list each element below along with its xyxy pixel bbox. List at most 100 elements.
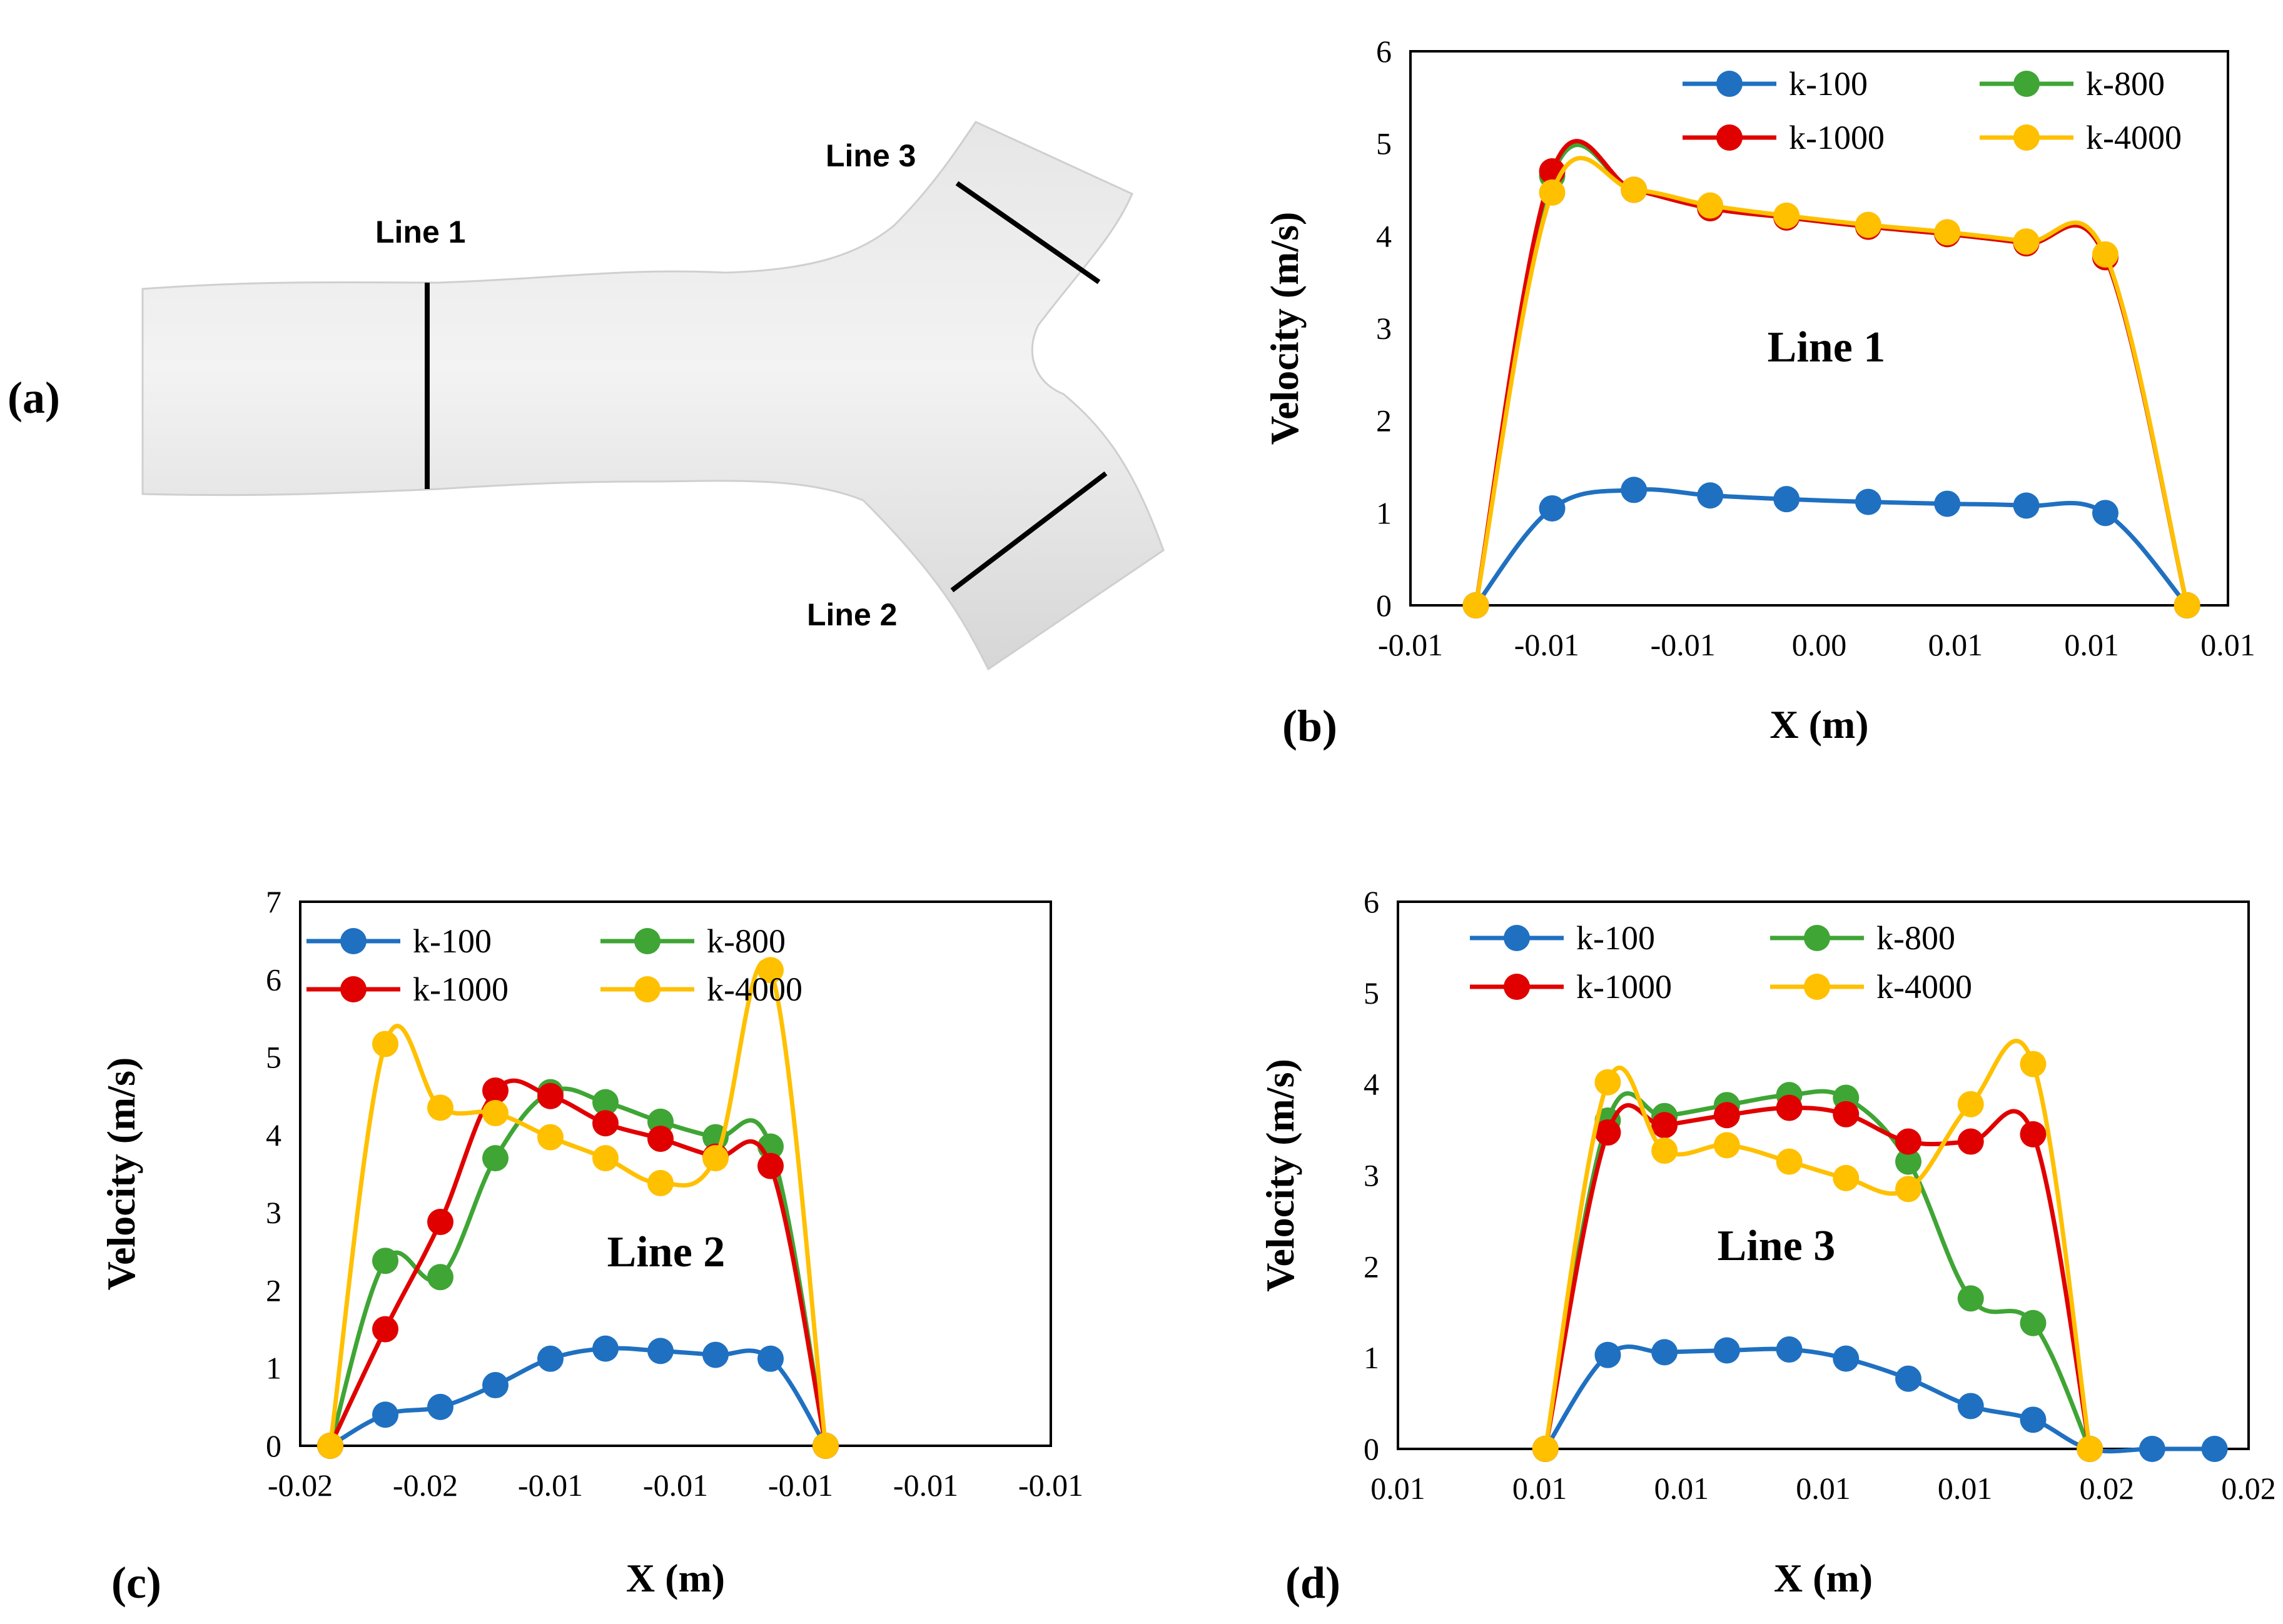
- data-point-k-100: [2020, 1406, 2047, 1433]
- x-tick-label: -0.02: [393, 1468, 458, 1503]
- data-point-k-4000: [2174, 592, 2200, 618]
- data-point-k-4000: [592, 1145, 619, 1172]
- y-tick-label: 4: [1364, 1067, 1379, 1102]
- data-point-k-100: [592, 1335, 619, 1362]
- y-tick-label: 2: [266, 1273, 281, 1308]
- x-tick-label: -0.01: [1378, 627, 1443, 662]
- data-point-k-4000: [757, 957, 784, 984]
- data-point-k-800: [427, 1264, 453, 1291]
- data-point-k-100: [1651, 1339, 1678, 1366]
- series-line-k-1000: [328, 1078, 828, 1447]
- legend-label: k-800: [707, 922, 786, 960]
- data-point-k-4000: [537, 1124, 564, 1151]
- x-tick-label: 0.01: [1654, 1471, 1709, 1506]
- data-point-k-4000: [1621, 176, 1648, 203]
- panel-a: Line 1 Line 2 Line 3 (a): [8, 121, 1165, 671]
- x-tick-label: 0.00: [1792, 627, 1847, 662]
- data-point-k-100: [1833, 1345, 1860, 1372]
- legend-label: k-100: [413, 922, 492, 960]
- data-point-k-100: [1594, 1341, 1621, 1368]
- data-point-k-1000: [482, 1077, 509, 1104]
- data-point-k-4000: [1532, 1436, 1559, 1462]
- series-line-k-800: [1543, 1089, 2092, 1450]
- data-point-k-1000: [1957, 1128, 1984, 1155]
- chart-panel-b: 0 1 2 3 4 5 6 -0.01 -0.01 -0.01 0.00 0.01 0.01 0.01 Ve…: [1262, 34, 2255, 751]
- data-point-k-4000: [2020, 1051, 2047, 1077]
- data-point-k-4000: [1697, 192, 1724, 219]
- data-point-k-1000: [1713, 1102, 1740, 1129]
- legend-swatch-marker: [634, 928, 661, 954]
- y-tick-label: 3: [1364, 1158, 1379, 1193]
- x-tick-label: -0.01: [768, 1468, 833, 1503]
- legend-label: k-1000: [1576, 968, 1672, 1006]
- series-k-800: [317, 1079, 839, 1459]
- data-point-k-1000: [537, 1082, 564, 1109]
- line-3-marker: [955, 181, 1101, 285]
- series-k-1000: [317, 1077, 839, 1459]
- x-axis-label: X (m): [1774, 1556, 1873, 1600]
- series-line-k-1000: [1474, 139, 2190, 606]
- data-point-k-1000: [1895, 1128, 1921, 1155]
- data-point-k-4000: [1776, 1148, 1803, 1175]
- legend-label: k-4000: [707, 971, 802, 1008]
- data-point-k-4000: [1594, 1069, 1621, 1096]
- x-axis-label: X (m): [1769, 702, 1868, 747]
- panel-label: (d): [1285, 1558, 1340, 1608]
- y-tick-label: 1: [266, 1351, 281, 1386]
- data-point-k-4000: [1651, 1137, 1678, 1164]
- chart-title: Line 3: [1718, 1222, 1836, 1270]
- x-tick-label: 0.01: [1938, 1471, 1993, 1506]
- data-point-k-100: [482, 1372, 509, 1399]
- legend-swatch-marker: [1804, 925, 1830, 951]
- data-point-k-800: [1895, 1148, 1921, 1175]
- y-tick-label: 3: [266, 1195, 281, 1230]
- data-point-k-4000: [647, 1169, 674, 1196]
- x-tick-label: -0.01: [1651, 627, 1716, 662]
- y-tick-label: 3: [1376, 311, 1392, 346]
- chart-panel-d: 0 1 2 3 4 5 6 0.01 0.01 0.01 0.01 0.01 0.02 0.02 Veloc…: [1258, 884, 2276, 1608]
- data-point-k-4000: [2092, 241, 2118, 268]
- legend-label: k-4000: [2086, 119, 2182, 156]
- legend-swatch-marker: [1716, 71, 1743, 97]
- legend-swatch-marker: [2013, 124, 2040, 151]
- y-axis-label: Velocity (m/s): [1262, 212, 1307, 445]
- y-tick-label: 2: [1364, 1249, 1379, 1284]
- legend-swatch-marker: [1804, 974, 1830, 1000]
- chart-panel-c: 0 1 2 3 4 5 6 7 -0.02 -0.02 -0.01 -0.01 -0.01 -0.01 -0…: [99, 884, 1083, 1608]
- series-k-1000: [1462, 139, 2200, 618]
- data-point-k-1000: [1594, 1119, 1621, 1146]
- legend-entry-k-100: k-100: [1470, 919, 1655, 957]
- x-tick-label: 0.01: [1928, 627, 1983, 662]
- data-point-k-100: [372, 1401, 398, 1428]
- y-tick-label: 5: [1364, 976, 1379, 1011]
- series-line-k-100: [1543, 1344, 2215, 1454]
- chart-title: Line 2: [607, 1228, 726, 1276]
- legend-label: k-4000: [1876, 968, 1972, 1006]
- data-point-k-100: [1713, 1337, 1740, 1364]
- panel-label: (c): [111, 1558, 161, 1608]
- data-point-k-100: [1697, 482, 1724, 509]
- series-k-4000: [1462, 156, 2200, 618]
- data-point-k-1000: [372, 1316, 398, 1343]
- plot-frame: [299, 900, 1052, 1447]
- series-k-800: [1462, 143, 2200, 618]
- data-point-k-100: [537, 1345, 564, 1372]
- data-point-k-4000: [1539, 179, 1566, 206]
- x-tick-label: 0.01: [1796, 1471, 1851, 1506]
- data-point-k-800: [1957, 1285, 1984, 1312]
- y-axis-label: Velocity (m/s): [99, 1057, 143, 1291]
- legend-entry-k-800: k-800: [1980, 65, 2165, 103]
- panel-label: (b): [1282, 701, 1337, 751]
- data-point-k-4000: [702, 1145, 729, 1172]
- legend-label: k-800: [2086, 65, 2165, 103]
- y-tick-label: 1: [1364, 1340, 1379, 1375]
- data-point-k-4000: [1713, 1132, 1740, 1159]
- vessel-shape: [141, 121, 1165, 671]
- y-tick-label: 0: [266, 1428, 281, 1463]
- data-point-k-800: [2020, 1309, 2047, 1336]
- line-1-tag: Line 1: [375, 214, 465, 250]
- y-tick-label: 5: [1376, 126, 1392, 161]
- x-tick-label: 0.02: [2080, 1471, 2135, 1506]
- data-point-k-4000: [1934, 219, 1961, 246]
- data-point-k-100: [1957, 1393, 1984, 1420]
